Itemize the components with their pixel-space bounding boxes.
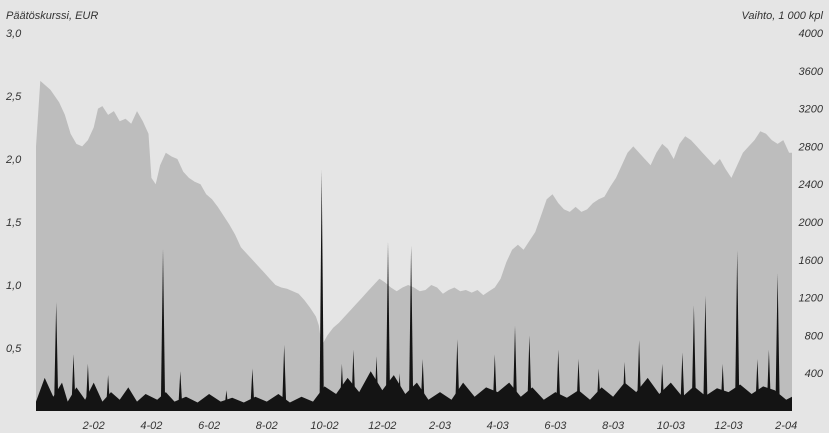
x-tick-label: 6-02 bbox=[198, 420, 220, 432]
left-tick-label: 0,5 bbox=[6, 343, 22, 355]
left-tick-label: 1,5 bbox=[6, 217, 22, 229]
right-tick-label: 1600 bbox=[799, 255, 824, 267]
right-tick-label: 2800 bbox=[798, 141, 824, 153]
x-tick-label: 12-02 bbox=[368, 420, 396, 432]
right-tick-label: 2000 bbox=[798, 217, 824, 229]
x-tick-label: 4-02 bbox=[140, 420, 162, 432]
x-tick-label: 2-04 bbox=[774, 420, 797, 432]
x-tick-label: 2-02 bbox=[82, 420, 105, 432]
right-tick-label: 800 bbox=[805, 330, 824, 342]
right-axis-title: Vaihto, 1 000 kpl bbox=[741, 10, 823, 22]
x-tick-label: 10-03 bbox=[657, 420, 686, 432]
right-tick-label: 400 bbox=[805, 368, 824, 380]
right-tick-label: 4000 bbox=[799, 28, 824, 40]
x-tick-label: 12-03 bbox=[714, 420, 743, 432]
x-tick-label: 8-03 bbox=[602, 420, 625, 432]
x-tick-label: 6-03 bbox=[544, 420, 567, 432]
left-tick-label: 2,0 bbox=[5, 154, 22, 166]
x-tick-label: 4-03 bbox=[487, 420, 510, 432]
right-tick-label: 2400 bbox=[798, 179, 824, 191]
x-tick-label: 8-02 bbox=[256, 420, 278, 432]
right-tick-label: 3600 bbox=[799, 66, 824, 78]
left-axis-title: Päätöskurssi, EUR bbox=[6, 10, 98, 22]
x-tick-label: 2-03 bbox=[428, 420, 452, 432]
left-tick-label: 3,0 bbox=[6, 28, 22, 40]
left-tick-label: 2,5 bbox=[5, 91, 22, 103]
left-tick-label: 1,0 bbox=[6, 280, 22, 292]
right-tick-label: 3200 bbox=[799, 104, 824, 116]
x-tick-label: 10-02 bbox=[310, 420, 338, 432]
right-tick-label: 1200 bbox=[799, 293, 824, 305]
